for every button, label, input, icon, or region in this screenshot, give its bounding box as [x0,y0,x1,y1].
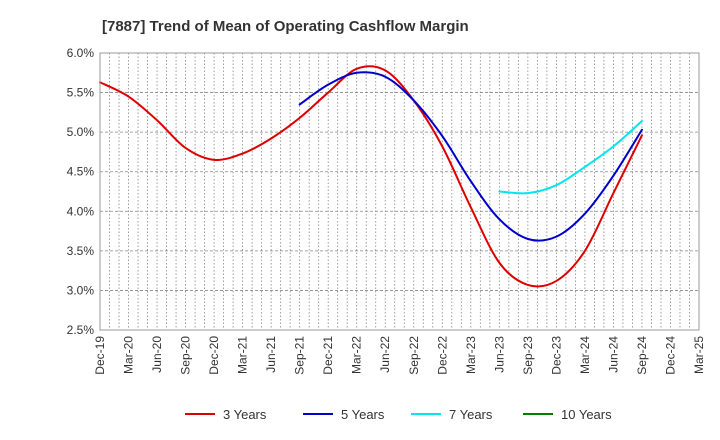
x-tick-label: Mar-22 [350,336,364,374]
x-tick-label: Sep-20 [179,336,193,375]
x-tick-label: Jun-20 [150,336,164,373]
x-tick-label: Mar-21 [236,336,250,374]
y-axis-labels: 6.0% 5.5% 5.0% 4.5% 4.0% 3.5% 3.0% 2.5% [67,46,95,337]
grid [100,53,699,330]
x-tick-label: Jun-24 [606,336,620,373]
y-tick-label: 5.0% [67,125,95,139]
y-tick-label: 4.0% [67,204,95,218]
x-axis-labels: Dec-19 Mar-20 Jun-20 Sep-20 Dec-20 Mar-21 Jun-… [93,336,706,375]
x-tick-label: Sep-22 [407,336,421,375]
series-lines [99,65,643,288]
x-tick-label: Mar-24 [578,336,592,374]
x-tick-label: Mar-25 [692,336,706,374]
x-tick-label: Dec-19 [93,336,107,375]
x-tick-label: Dec-21 [321,336,335,375]
x-tick-label: Sep-24 [635,336,649,375]
chart-title: [7887] Trend of Mean of Operating Cashfl… [102,18,469,35]
x-tick-label: Jun-23 [492,336,506,373]
x-tick-label: Mar-20 [122,336,136,374]
legend: 3 Years 5 Years 7 Years 10 Years [185,407,612,422]
x-tick-label: Jun-21 [264,336,278,373]
x-tick-label: Jun-22 [378,336,392,373]
x-tick-label: Sep-21 [293,336,307,375]
legend-label-7-years: 7 Years [449,407,493,422]
y-tick-label: 5.5% [67,86,95,100]
y-tick-label: 4.5% [67,165,95,179]
x-tick-label: Mar-23 [464,336,478,374]
legend-label-5-years: 5 Years [341,407,385,422]
x-tick-label: Dec-23 [549,336,563,375]
y-tick-label: 3.5% [67,244,95,258]
legend-label-10-years: 10 Years [561,407,612,422]
legend-label-3-years: 3 Years [223,407,267,422]
y-tick-label: 6.0% [67,46,95,60]
series-line-3-years [99,65,643,288]
y-tick-label: 2.5% [67,323,95,337]
plot-border [99,52,700,331]
x-tick-label: Sep-23 [521,336,535,375]
series-line-5-years [298,71,643,242]
y-tick-label: 3.0% [67,283,95,297]
x-tick-label: Dec-20 [207,336,221,375]
x-tick-label: Dec-22 [435,336,449,375]
x-tick-label: Dec-24 [663,336,677,375]
series-line-7-years [498,120,643,195]
